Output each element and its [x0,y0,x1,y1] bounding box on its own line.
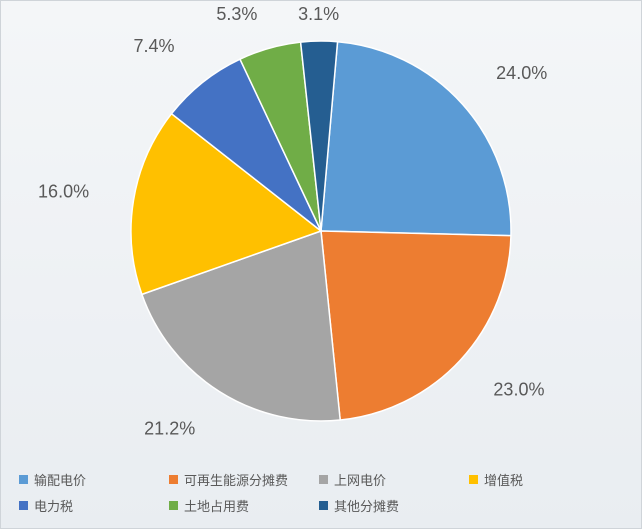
legend-swatch [169,475,178,484]
pie-slice [321,231,511,420]
pie-label: 7.4% [133,36,174,56]
legend-item: 其他分摊费 [319,492,469,518]
legend-item: 电力税 [19,492,169,518]
legend-swatch [319,501,328,510]
pie-label: 21.2% [144,418,195,438]
legend-item: 增值税 [469,466,619,492]
legend-label: 输配电价 [34,470,86,489]
legend-swatch [319,475,328,484]
legend-item: 上网电价 [319,466,469,492]
legend-label: 其他分摊费 [334,496,399,515]
legend: 输配电价 可再生能源分摊费 上网电价 增值税电力税 土地占用费 其他分摊费 [19,466,623,518]
legend-swatch [469,475,478,484]
legend-swatch [19,501,28,510]
pie-label: 3.1% [298,4,339,24]
legend-swatch [19,475,28,484]
legend-label: 增值税 [484,470,523,489]
pie-slice [321,42,511,236]
legend-swatch [169,501,178,510]
legend-item: 输配电价 [19,466,169,492]
pie-label: 24.0% [496,63,547,83]
legend-item: 土地占用费 [169,492,319,518]
legend-label: 可再生能源分摊费 [184,470,288,489]
pie-svg: 24.0% 23.0% 21.2% 16.0% 7.4% 5.3% 3.1% [1,1,642,461]
legend-label: 电力税 [34,496,73,515]
legend-item: 可再生能源分摊费 [169,466,319,492]
legend-label: 土地占用费 [184,496,249,515]
pie-label: 16.0% [38,182,89,202]
legend-label: 上网电价 [334,470,386,489]
pie-label: 5.3% [216,4,257,24]
pie-label: 23.0% [493,379,544,399]
pie-chart: 24.0% 23.0% 21.2% 16.0% 7.4% 5.3% 3.1% [1,1,642,461]
